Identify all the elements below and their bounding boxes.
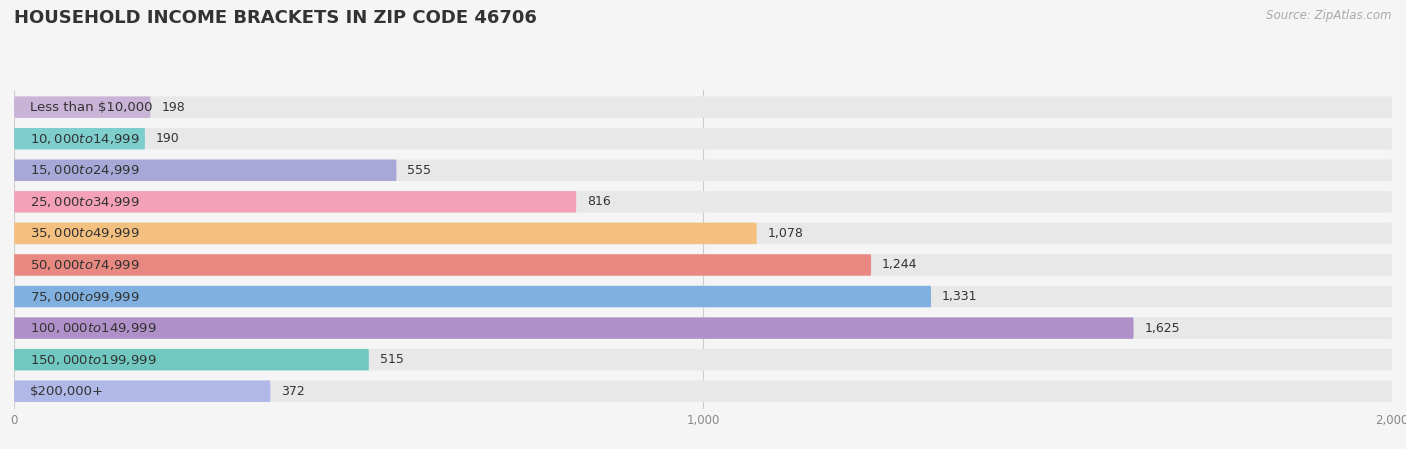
Text: Source: ZipAtlas.com: Source: ZipAtlas.com [1267,9,1392,22]
Text: Less than $10,000: Less than $10,000 [30,101,152,114]
FancyBboxPatch shape [14,380,1392,402]
Text: $25,000 to $34,999: $25,000 to $34,999 [30,195,139,209]
Text: 190: 190 [156,132,180,145]
Text: $50,000 to $74,999: $50,000 to $74,999 [30,258,139,272]
Text: 372: 372 [281,385,305,398]
Text: 198: 198 [162,101,186,114]
FancyBboxPatch shape [14,286,1392,307]
FancyBboxPatch shape [14,97,1392,118]
Text: $100,000 to $149,999: $100,000 to $149,999 [30,321,156,335]
FancyBboxPatch shape [14,223,756,244]
Text: $35,000 to $49,999: $35,000 to $49,999 [30,226,139,240]
FancyBboxPatch shape [14,349,368,370]
Text: 555: 555 [408,164,432,177]
FancyBboxPatch shape [14,254,1392,276]
FancyBboxPatch shape [14,317,1133,339]
Text: 1,078: 1,078 [768,227,804,240]
Text: $15,000 to $24,999: $15,000 to $24,999 [30,163,139,177]
FancyBboxPatch shape [14,286,931,307]
Text: HOUSEHOLD INCOME BRACKETS IN ZIP CODE 46706: HOUSEHOLD INCOME BRACKETS IN ZIP CODE 46… [14,9,537,27]
Text: 1,244: 1,244 [882,259,918,272]
Text: $150,000 to $199,999: $150,000 to $199,999 [30,352,156,367]
FancyBboxPatch shape [14,349,1392,370]
FancyBboxPatch shape [14,159,396,181]
FancyBboxPatch shape [14,223,1392,244]
FancyBboxPatch shape [14,159,1392,181]
Text: 1,625: 1,625 [1144,321,1180,335]
FancyBboxPatch shape [14,128,1392,150]
Text: $75,000 to $99,999: $75,000 to $99,999 [30,290,139,304]
FancyBboxPatch shape [14,191,576,212]
Text: 515: 515 [380,353,404,366]
Text: $200,000+: $200,000+ [30,385,104,398]
FancyBboxPatch shape [14,128,145,150]
FancyBboxPatch shape [14,380,270,402]
Text: $10,000 to $14,999: $10,000 to $14,999 [30,132,139,146]
FancyBboxPatch shape [14,317,1392,339]
FancyBboxPatch shape [14,97,150,118]
Text: 1,331: 1,331 [942,290,977,303]
FancyBboxPatch shape [14,254,872,276]
FancyBboxPatch shape [14,191,1392,212]
Text: 816: 816 [588,195,612,208]
